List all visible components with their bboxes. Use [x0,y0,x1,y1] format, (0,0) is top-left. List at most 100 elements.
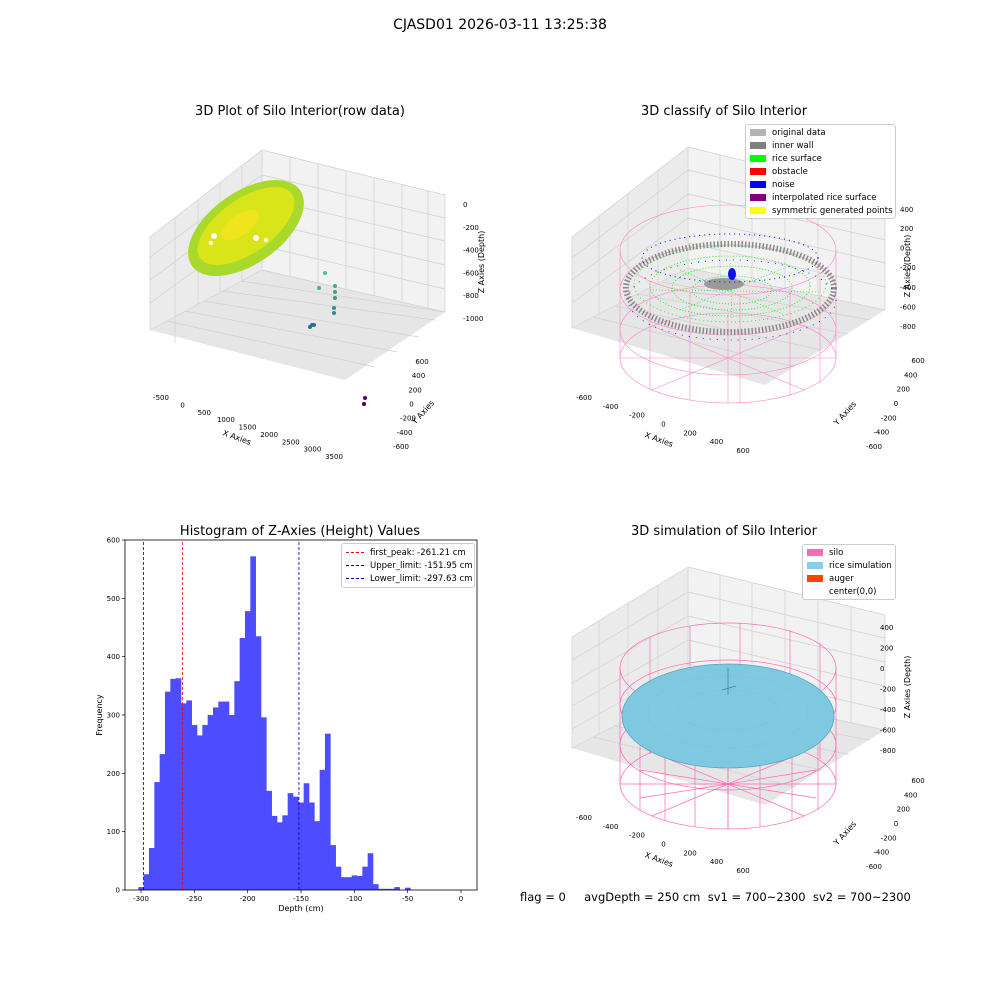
raw-y-tick: 200 [408,386,421,394]
histogram-x-tick: -50 [402,895,413,903]
raw-x-tick: 500 [198,409,211,417]
simulation-z-label: Z Axies (Depth) [903,656,912,719]
histogram-bar [383,888,390,890]
histogram-x-tick: -300 [133,895,149,903]
histogram-chart: -300 -250 -200 -150 -100 -50 0 0 100 200 300 400 50… [95,537,478,913]
legend-label: Lower_limit: -297.63 cm [370,573,473,584]
classify-z-tick: -400 [900,284,916,292]
classify-x-ticks: -600 -400 -200 0 200 400 600 [576,394,750,455]
histogram-bars [138,556,411,890]
raw-z-tick: -1000 [463,315,483,323]
histogram-bar [282,815,288,890]
legend-entry: original data [746,126,895,139]
simulation-x-tick: 600 [736,867,749,875]
classify-x-tick: 200 [683,429,696,437]
histogram-y-tick: 300 [107,712,120,720]
histogram-bar [405,887,411,890]
raw-y-tick: 0 [409,401,413,409]
histogram-y-ticks: 0 100 200 300 400 500 600 [107,537,125,895]
legend-label: silo [829,547,844,558]
classify-z-ticks: 200 0 -200 -400 -600 -800 400 [900,206,916,331]
legend-swatch [750,181,766,188]
histogram-x-tick: -250 [186,895,202,903]
simulation-x-label: X Axies [643,850,674,869]
classify-y-tick: -400 [873,429,889,437]
histogram-bar [197,735,203,890]
simulation-x-tick: 200 [683,849,696,857]
histogram-x-tick: -100 [346,895,362,903]
legend-swatch [807,562,823,569]
classify-x-tick: 600 [736,447,749,455]
histogram-x-label: Depth (cm) [278,904,323,913]
raw-z-tick: -200 [463,224,479,232]
histogram-bar [186,700,192,890]
legend-entry: first_peak: -261.21 cm [342,546,474,559]
raw-x-tick: 2000 [260,431,278,439]
histogram-bar [159,754,166,890]
classify-3d-plot: -600 -400 -200 0 200 400 600 600 400 200 0 -200 -40… [571,146,925,455]
simulation-y-label: Y Axies [831,820,858,848]
classify-z-tick: -200 [900,264,916,272]
histogram-bar [181,703,187,890]
simulation-plot-title: 3D simulation of Silo Interior [631,524,817,539]
raw-point-cloud [188,180,367,406]
legend-entry: inner wall [746,139,895,152]
histogram-bar [346,877,352,890]
histogram-bar [143,874,150,890]
classify-x-tick: -600 [576,394,592,402]
histogram-x-ticks: -300 -250 -200 -150 -100 -50 0 [133,890,463,903]
histogram-bar [378,888,384,890]
simulation-z-tick: -400 [880,706,896,714]
histogram-bar [314,821,320,890]
raw-y-tick: -400 [397,429,413,437]
legend-entry: symmetric generated points [746,204,895,217]
histogram-bar [239,638,246,890]
histogram-bar [330,845,336,890]
simulation-legend: silo rice simulation auger center(0,0) [802,544,896,600]
classify-z-tick: -600 [900,303,916,311]
simulation-x-tick: -600 [576,814,592,822]
legend-line [346,565,364,566]
legend-label: symmetric generated points [772,205,893,216]
raw-x-tick: 3000 [303,446,321,454]
classify-z-tick: 200 [900,225,913,233]
classify-z-tick: 0 [900,245,904,253]
histogram-bar [357,876,363,890]
simulation-z-tick: 400 [880,624,893,632]
simulation-z-tick: 200 [880,645,893,653]
classify-y-tick: 0 [894,400,898,408]
histogram-vlines [143,540,300,890]
status-footer: flag = 0 avgDepth = 250 cm sv1 = 700~230… [520,890,911,904]
classify-x-tick: 400 [710,438,723,446]
histogram-bar [261,717,267,890]
raw-x-tick: 1500 [239,424,257,432]
simulation-y-tick: 600 [911,777,924,785]
legend-swatch [807,588,823,595]
histogram-bar [309,802,315,890]
raw-y-tick: 600 [415,358,428,366]
legend-entry: Upper_limit: -151.95 cm [342,559,474,572]
histogram-bar [389,888,395,890]
raw-x-tick: 2500 [282,438,300,446]
histogram-bar [341,877,347,890]
legend-entry: noise [746,178,895,191]
classify-point-cloud [623,233,837,341]
histogram-title: Histogram of Z-Axies (Height) Values [179,524,421,539]
histogram-y-tick: 600 [107,537,120,545]
histogram-bar [255,636,262,890]
simulation-y-tick: 200 [897,806,910,814]
simulation-z-tick: -600 [880,727,896,735]
legend-line [346,552,364,553]
histogram-bar [218,701,224,890]
histogram-bar [234,681,240,890]
raw-x-tick: 3500 [325,453,343,461]
legend-entry: obstacle [746,165,895,178]
legend-swatch [750,207,766,214]
histogram-bar [303,783,310,890]
classify-x-tick: 0 [661,421,665,429]
simulation-y-tick: -200 [881,834,897,842]
legend-entry: Lower_limit: -297.63 cm [342,572,474,585]
histogram-y-label: Frequency [95,694,104,736]
classify-y-tick: 600 [911,357,924,365]
